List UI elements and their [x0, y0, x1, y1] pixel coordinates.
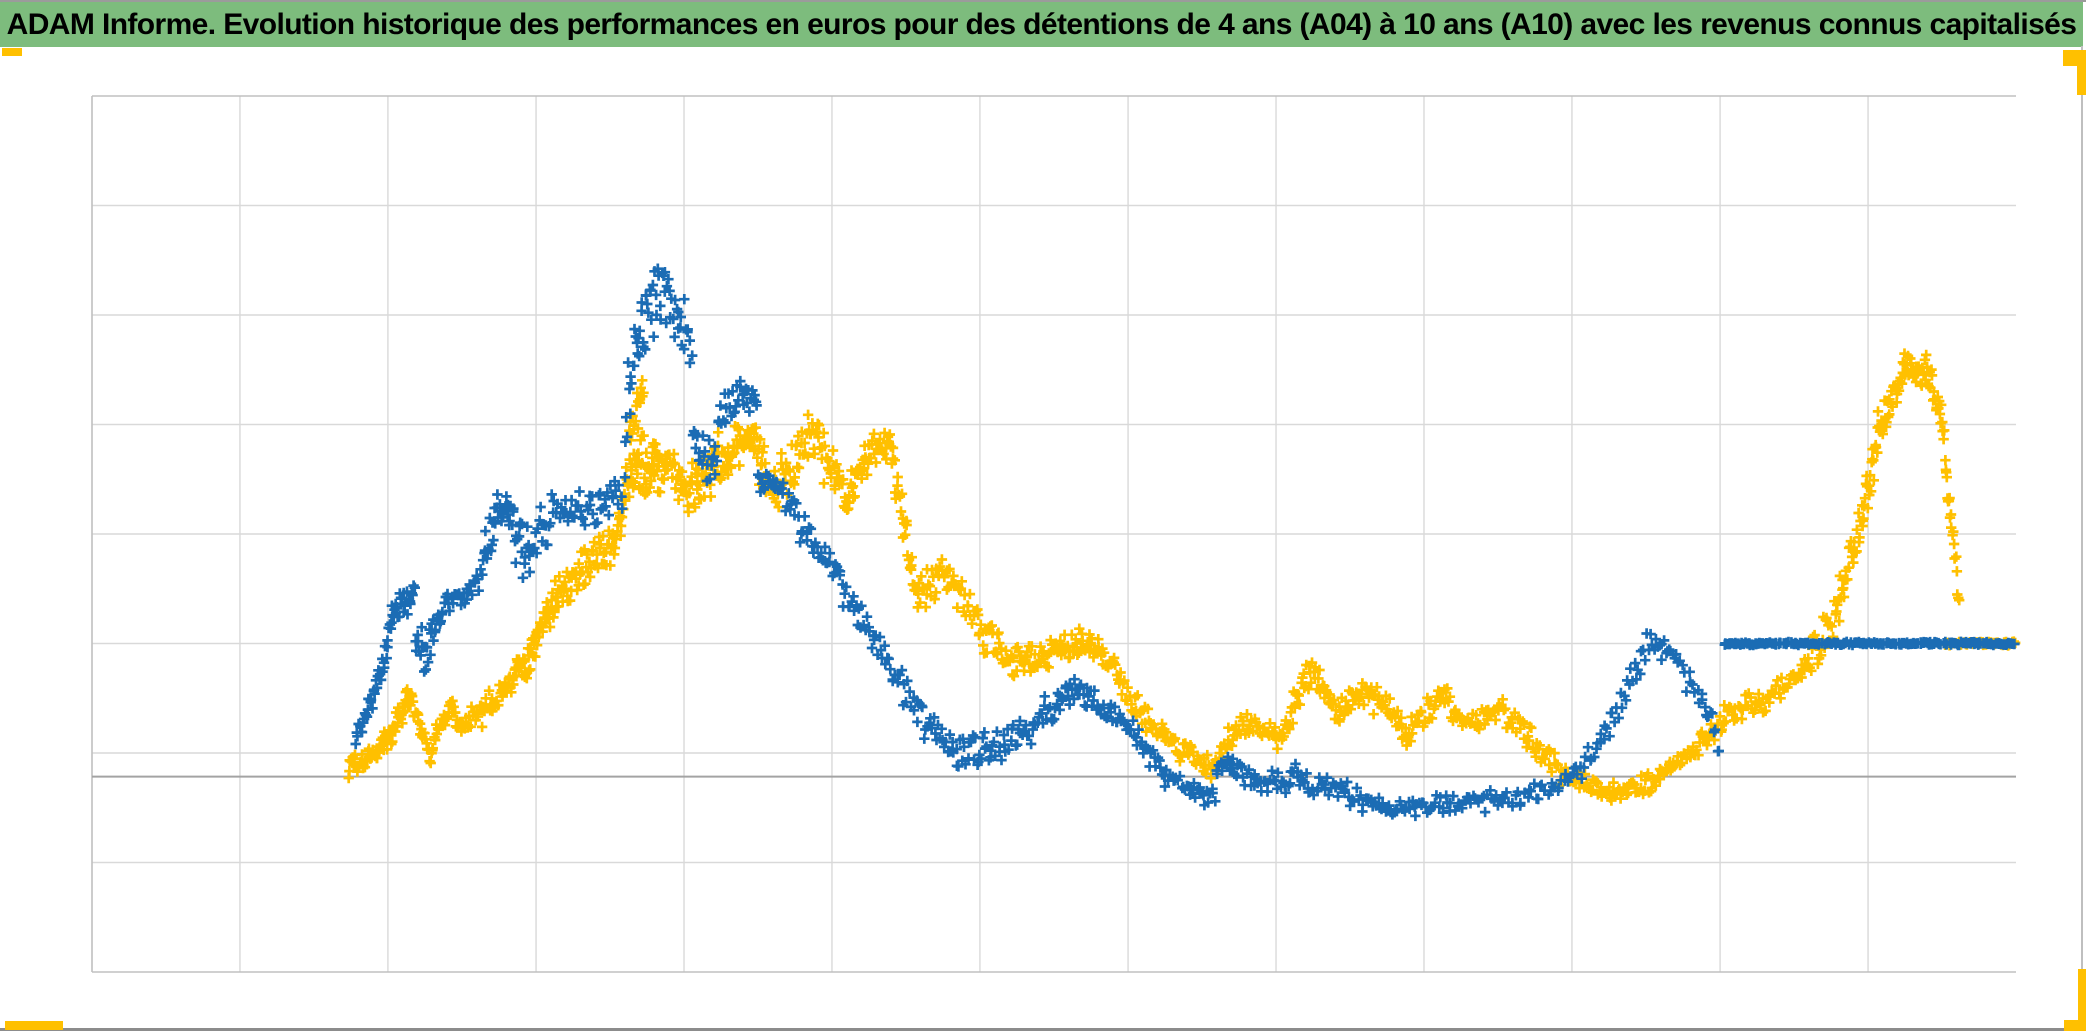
scatter-series_blue [350, 263, 2020, 822]
yellow-corner-mark-top-left [2, 48, 22, 56]
sheet-bottom-edge-line [0, 1028, 2086, 1031]
yellow-corner-mark-bottom-right-h [2064, 1020, 2086, 1031]
chart-right-border [2081, 46, 2083, 1029]
scatter-series_gold [343, 348, 2021, 806]
window-top-edge [0, 0, 2086, 2]
yellow-corner-mark-bottom-right-v [2078, 969, 2086, 1031]
chart-title-bar[interactable]: ADAM Informe. Evolution historique des p… [0, 2, 2083, 47]
chart-title-text: ADAM Informe. Evolution historique des p… [6, 7, 2077, 41]
yellow-corner-mark-top-right-v [2077, 50, 2086, 95]
yellow-corner-mark-bottom-left [5, 1021, 63, 1030]
